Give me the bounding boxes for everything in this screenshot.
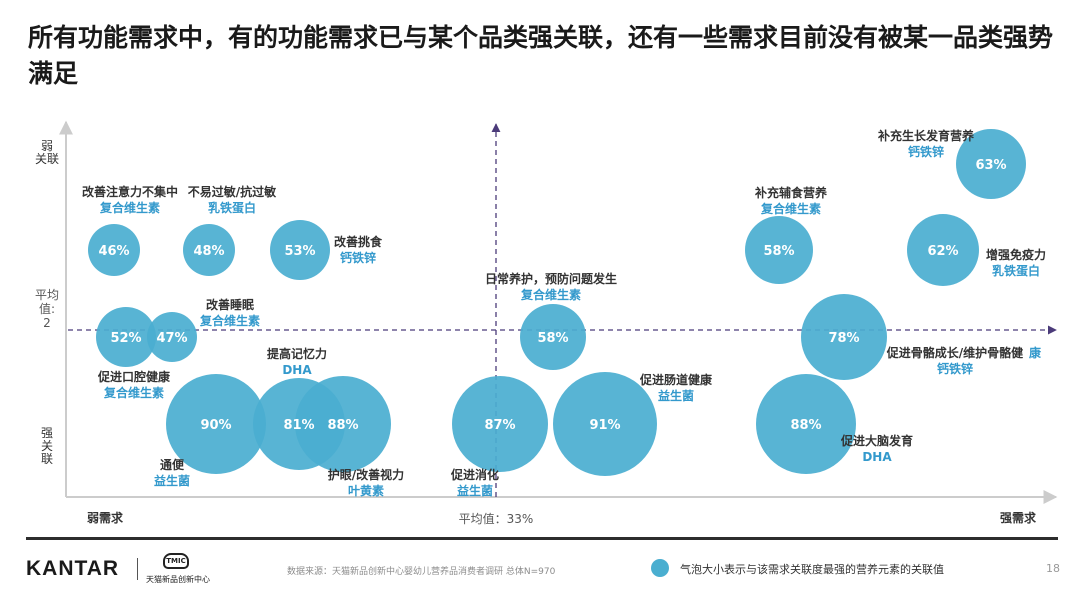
- bubble: [907, 214, 979, 286]
- bubble-value-label: 81%: [283, 418, 314, 433]
- kantar-logo: KANTAR: [26, 557, 120, 580]
- bubble-value-label: 87%: [484, 418, 515, 433]
- category-label: 益生菌: [658, 388, 694, 403]
- bubble: [756, 374, 856, 474]
- bubble-value-label: 52%: [110, 331, 141, 346]
- data-source-note: 数据来源：天猫新品创新中心婴幼儿营养品消费者调研 总体N=970: [287, 567, 556, 577]
- category-label: 益生菌: [457, 483, 493, 498]
- bubble-value-label: 62%: [927, 244, 958, 259]
- bubble: [553, 372, 657, 476]
- legend-bubble-icon: [651, 559, 669, 577]
- bubble-value-label: 47%: [156, 331, 187, 346]
- need-label: 改善注意力不集中: [82, 184, 178, 199]
- category-label: 复合维生素: [99, 200, 160, 215]
- y-mean-label: 值:: [39, 301, 55, 316]
- bubble-value-label: 46%: [98, 244, 129, 259]
- y-axis-top-label: 关联: [35, 152, 59, 166]
- bubble: [183, 224, 235, 276]
- category-label: 复合维生素: [199, 313, 260, 328]
- need-label: 促进骨骼成长/维护骨骼健: [886, 345, 1024, 360]
- bubble-value-label: 48%: [193, 244, 224, 259]
- y-mean-label: 2: [43, 316, 51, 330]
- category-label: 乳铁蛋白: [992, 263, 1040, 278]
- need-label: 促进大脑发育: [840, 433, 913, 448]
- need-label: 康: [1029, 345, 1042, 360]
- x-axis-right-label: 强需求: [1000, 510, 1037, 525]
- bubble-value-label: 78%: [828, 331, 859, 346]
- category-label: DHA: [282, 363, 312, 377]
- bubble: [801, 294, 887, 380]
- legend-text: 气泡大小表示与该需求关联度最强的营养元素的关联值: [680, 563, 944, 576]
- category-label: 乳铁蛋白: [208, 200, 256, 215]
- bubble-value-label: 88%: [327, 418, 358, 433]
- bubble-value-label: 91%: [589, 418, 620, 433]
- need-label: 改善挑食: [334, 234, 383, 249]
- need-label: 促进肠道健康: [639, 372, 713, 387]
- bubble-value-label: 63%: [975, 158, 1006, 173]
- bubble: [745, 216, 813, 284]
- bubble: [147, 312, 197, 362]
- need-label: 增强免疫力: [986, 247, 1046, 262]
- bubble: [166, 374, 266, 474]
- category-label: 复合维生素: [520, 287, 581, 302]
- bubble-value-label: 58%: [763, 244, 794, 259]
- footer-divider: [26, 537, 1058, 540]
- bubble: [956, 129, 1026, 199]
- category-label: 钙铁锌: [937, 361, 973, 376]
- need-label: 提高记忆力: [267, 346, 327, 361]
- need-label: 护眼/改善视力: [328, 467, 404, 482]
- y-axis-bottom-label: 联: [41, 452, 53, 466]
- category-label: 复合维生素: [103, 385, 164, 400]
- y-mean-label: 平均: [35, 288, 59, 302]
- need-label: 通便: [160, 457, 185, 472]
- category-label: DHA: [862, 450, 892, 464]
- logo-separator: [137, 558, 138, 580]
- y-axis-bottom-label: 强: [41, 426, 53, 440]
- category-label: 益生菌: [154, 473, 190, 488]
- page-number: 18: [1046, 562, 1060, 575]
- y-axis-top-label: 弱: [41, 139, 53, 153]
- bubble-value-label: 58%: [537, 331, 568, 346]
- category-label: 叶黄素: [348, 483, 384, 498]
- bubble: [270, 220, 330, 280]
- tmic-logo-icon: TMIC: [163, 553, 189, 569]
- bubble: [96, 307, 156, 367]
- x-mean-label: 平均值：33%: [459, 511, 534, 526]
- need-label: 补充生长发育营养: [877, 128, 974, 143]
- bubble: [88, 224, 140, 276]
- need-label: 改善睡眠: [206, 297, 254, 312]
- need-label: 不易过敏/抗过敏: [188, 184, 277, 199]
- tmic-name: 天猫新品创新中心: [146, 575, 210, 584]
- bubble: [295, 376, 391, 472]
- need-label: 补充辅食营养: [754, 185, 827, 200]
- y-axis-bottom-label: 关: [41, 439, 53, 453]
- bubble-value-label: 90%: [200, 418, 231, 433]
- category-label: 钙铁锌: [340, 250, 376, 265]
- bubble-value-label: 88%: [790, 418, 821, 433]
- category-label: 复合维生素: [760, 201, 821, 216]
- need-label: 促进口腔健康: [97, 369, 171, 384]
- category-label: 钙铁锌: [908, 144, 944, 159]
- page-title: 所有功能需求中，有的功能需求已与某个品类强关联，还有一些需求目前没有被某一品类强…: [28, 23, 1054, 88]
- need-label: 日常养护，预防问题发生: [485, 271, 617, 286]
- bubble: [452, 376, 548, 472]
- x-axis-left-label: 弱需求: [87, 510, 124, 525]
- bubble-value-label: 53%: [284, 244, 315, 259]
- bubble: [520, 304, 586, 370]
- need-label: 促进消化: [450, 467, 499, 482]
